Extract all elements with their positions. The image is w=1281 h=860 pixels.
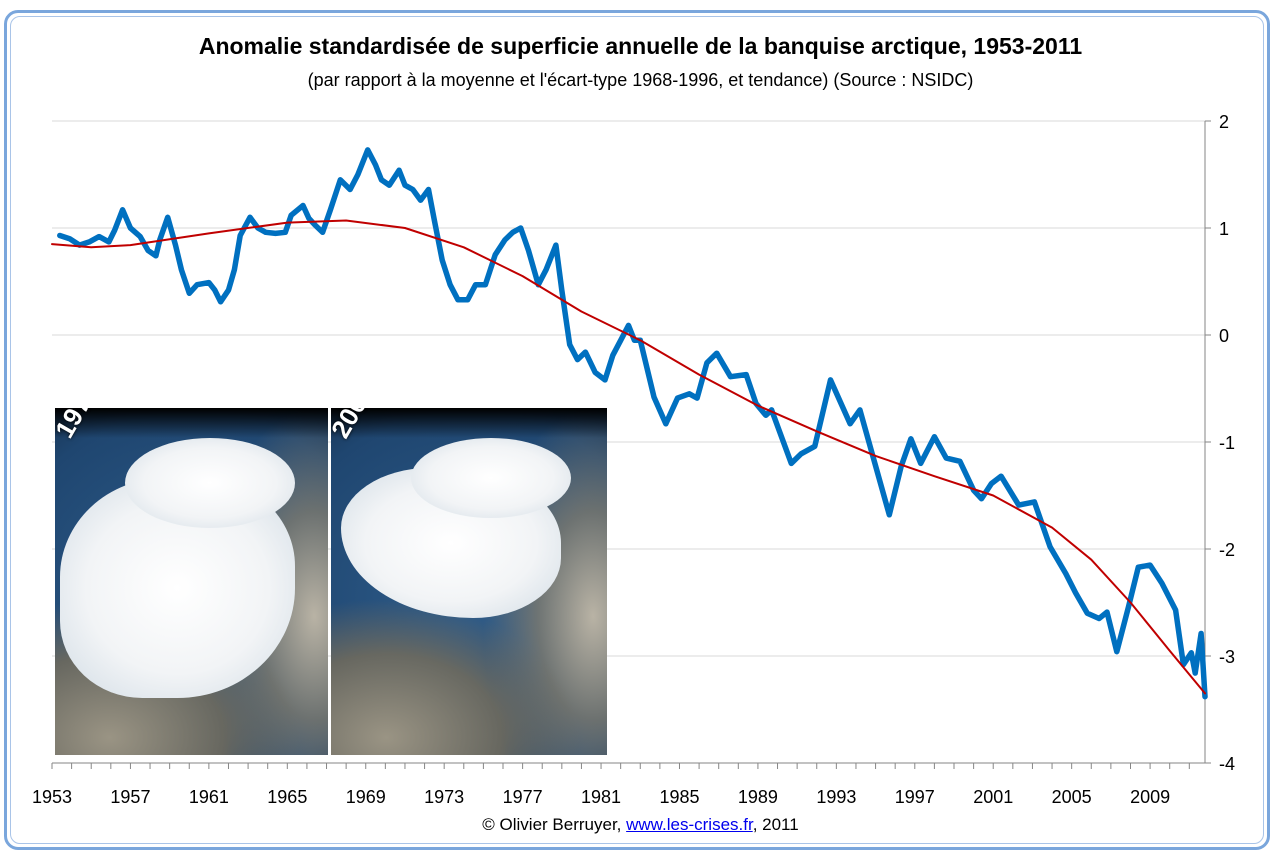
footer-credit: © Olivier Berruyer, www.les-crises.fr, 2… (0, 815, 1281, 835)
x-tick-label: 2009 (1130, 787, 1170, 807)
x-tick-label: 1965 (267, 787, 307, 807)
x-tick-label: 1961 (189, 787, 229, 807)
x-tick-label: 1981 (581, 787, 621, 807)
chart-frame-inner (10, 16, 1264, 844)
chart-subtitle: (par rapport à la moyenne et l'écart-typ… (307, 70, 974, 90)
trend-series-line (51, 219, 1206, 695)
x-tick-label: 1989 (738, 787, 778, 807)
x-tick-label: 1985 (659, 787, 699, 807)
satellite-image-2007: 2007 (331, 408, 607, 755)
x-tick-label: 1977 (503, 787, 543, 807)
footer-link[interactable]: www.les-crises.fr (626, 815, 753, 834)
x-tick-label: 1957 (110, 787, 150, 807)
y-tick-label: 2 (1219, 112, 1229, 132)
chart-frame (4, 10, 1270, 850)
y-tick-label: 0 (1219, 326, 1229, 346)
chart-title: Anomalie standardisée de superficie annu… (198, 33, 1083, 59)
x-tick-label: 2001 (973, 787, 1013, 807)
x-tick-label: 1993 (816, 787, 856, 807)
satellite-image-1979: 1979 (55, 408, 328, 755)
y-tick-label: -1 (1219, 433, 1235, 453)
x-tick-label: 1973 (424, 787, 464, 807)
x-tick-label: 2005 (1052, 787, 1092, 807)
footer-author: © Olivier Berruyer, (482, 815, 627, 834)
x-tick-label: 1953 (32, 787, 72, 807)
y-tick-label: -3 (1219, 647, 1235, 667)
footer-year: , 2011 (752, 815, 799, 834)
series-group (51, 147, 1208, 700)
x-tick-label: 1997 (895, 787, 935, 807)
y-tick-label: -4 (1219, 754, 1235, 774)
anomaly-series-line (57, 147, 1208, 700)
y-tick-label: 1 (1219, 219, 1229, 239)
y-tick-label: -2 (1219, 540, 1235, 560)
x-tick-label: 1969 (346, 787, 386, 807)
